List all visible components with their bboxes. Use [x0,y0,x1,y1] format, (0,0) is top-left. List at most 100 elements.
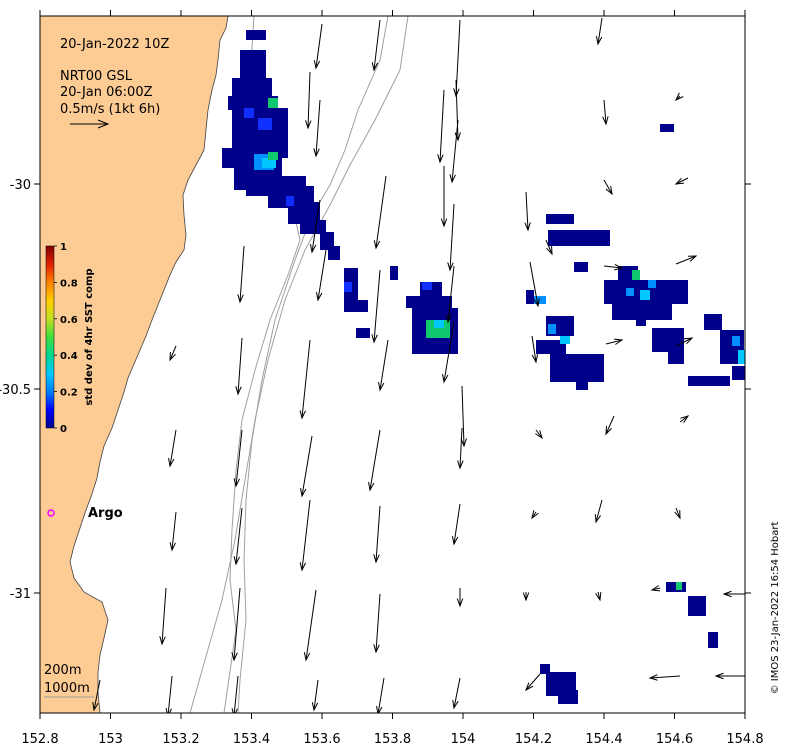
sst-cell [612,304,672,320]
current-vector [373,593,381,654]
sst-cell [732,336,740,346]
current-vector [305,71,312,130]
current-vector [92,679,101,712]
x-tick-label: 154.8 [726,732,763,747]
current-vectors [92,17,745,713]
x-tick-label: 154 [451,732,476,747]
current-vector [674,507,681,520]
sst-cell [406,296,452,308]
sst-cell [688,596,706,616]
colorbar-tick-label: 0.4 [60,351,78,362]
sst-cell [228,96,278,110]
current-vector [603,179,613,196]
credit-label: © IMOS 23-Jan-2022 16:54 Hobart [770,522,781,695]
current-vector [235,337,243,396]
current-vector [437,89,445,164]
sst-cell [268,98,278,108]
current-vector [168,429,177,468]
scale-arrow [70,119,110,129]
current-vector [442,321,455,384]
sst-cell [550,354,604,382]
axis-ticks: 152.8 153 153.2 153.4 153.6 153.8 154 154.2 154.… [0,10,764,747]
current-vector [445,265,455,324]
current-vector [451,503,461,546]
sst-cell [636,314,646,326]
sst-cell [534,296,546,304]
sst-cell [574,262,588,272]
timestamp-label: 20-Jan-2022 10Z [60,37,169,52]
current-vector [447,203,455,272]
sst-cell [262,158,276,168]
current-vector [233,429,243,488]
sst-cell [546,214,574,224]
current-vector [452,677,461,710]
sst-cell [434,320,444,328]
current-vector [169,511,177,552]
current-vector [531,335,539,364]
x-tick-label: 153.4 [233,732,270,747]
sst-cell [526,290,534,304]
current-vector [309,199,321,254]
colorbar-tick-label: 0 [60,424,67,435]
sst-cell [240,50,266,80]
current-vector [165,675,173,713]
current-vector [545,239,553,256]
current-vector [299,339,311,420]
sst-cell [576,380,588,390]
x-tick-label: 152.8 [21,732,58,747]
sst-cell [300,220,326,234]
colorbar: 0 0.2 0.4 0.6 0.8 1 std dev of 4hr SST comp [45,242,95,435]
x-tick-label: 154.2 [515,732,552,747]
sst-cell [648,280,656,288]
scale-label: 0.5m/s (1kt 6h) [60,102,160,117]
current-vector [594,499,603,524]
current-vector [595,17,603,46]
current-vector [313,23,323,70]
x-tick-label: 154.6 [656,732,693,747]
current-vector [315,249,327,302]
x-tick-label: 153.6 [303,732,340,747]
y-tick-label: -30.5 [0,383,31,398]
current-vector [373,505,381,564]
colorbar-ticks: 0 0.2 0.4 0.6 0.8 1 [54,242,78,435]
sst-cell [246,30,266,40]
sst-cell [548,230,610,246]
sst-cell [738,350,745,364]
current-vector [231,675,239,713]
sst-cell [660,124,674,132]
current-vector [377,339,389,392]
sst-cell [356,328,370,338]
sst-cell [286,196,294,206]
sst-cell [422,282,432,290]
current-vector [460,385,467,448]
current-vector [531,510,539,520]
sst-cell [708,632,718,648]
current-vector [674,177,689,185]
current-vector [371,19,381,72]
colorbar-gradient [45,245,55,429]
colorbar-tick-label: 0.2 [60,388,78,399]
sst-cell [688,376,730,386]
sst-cell [344,282,352,292]
sst-cell [560,336,570,344]
x-tick-label: 153.2 [162,732,199,747]
sst-cell [540,664,550,674]
current-vector [529,261,540,308]
current-vector [674,92,684,102]
current-vector [535,429,543,440]
current-vector [679,415,690,423]
current-vector [722,590,745,598]
sst-cell [558,690,578,704]
y-tick-label: -31 [10,587,31,602]
current-vector [313,99,321,158]
sst-cell [640,290,650,300]
sst-cell [704,314,722,330]
colorbar-tick-label: 0.6 [60,315,78,326]
coastline-land [40,16,229,713]
contour-1000m [237,16,389,713]
current-vector [449,119,459,184]
sst-cell [732,366,745,380]
current-vector [675,337,694,347]
sst-cell [390,266,398,280]
